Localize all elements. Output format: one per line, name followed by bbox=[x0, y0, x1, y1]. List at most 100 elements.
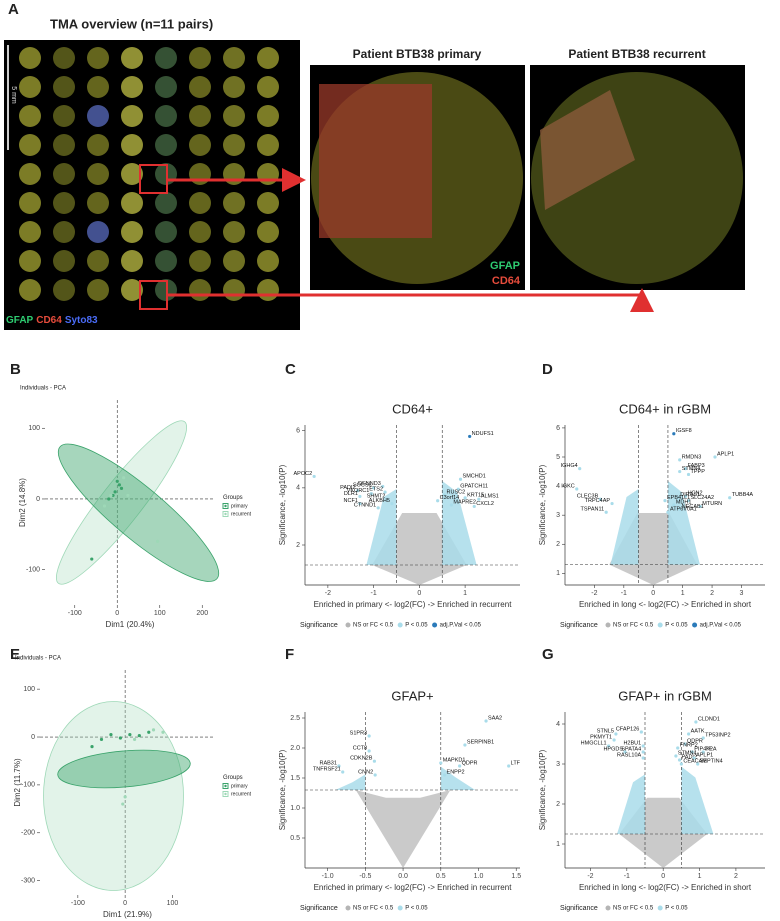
legend-label: primary bbox=[231, 783, 248, 789]
tma-core bbox=[155, 76, 177, 98]
tma-core bbox=[121, 105, 143, 127]
gene-point bbox=[672, 503, 676, 507]
tma-core bbox=[257, 250, 279, 272]
gene-point bbox=[369, 491, 373, 496]
x-tick-label: 1.5 bbox=[511, 873, 521, 880]
legend-label: recurrent bbox=[231, 791, 252, 797]
legend-label: adj.P.Val < 0.05 bbox=[440, 623, 482, 629]
legend-swatch bbox=[345, 622, 351, 628]
pca-point bbox=[99, 737, 104, 742]
tma-core bbox=[121, 279, 143, 301]
x-tick-label: 1 bbox=[681, 590, 685, 597]
gene-point bbox=[442, 493, 447, 497]
gene-point bbox=[686, 499, 691, 503]
x-tick-label: 100 bbox=[154, 610, 166, 617]
gene-point bbox=[385, 497, 389, 501]
legend-title: Significance bbox=[560, 905, 598, 912]
gene-point bbox=[578, 467, 582, 471]
x-tick-label: 2 bbox=[734, 873, 738, 880]
tma-core bbox=[53, 47, 75, 69]
pca-point bbox=[128, 733, 132, 737]
gene-point bbox=[341, 770, 345, 774]
gene-point bbox=[367, 749, 371, 753]
panel-label: F bbox=[285, 646, 294, 663]
legend-label: NS or FC < 0.5 bbox=[613, 906, 654, 912]
tma-core bbox=[19, 76, 41, 98]
tma-core bbox=[87, 192, 109, 214]
gene-label: ETS2 bbox=[369, 487, 383, 493]
tma-core bbox=[121, 76, 143, 98]
gene-label: TNFRSF21 bbox=[313, 766, 341, 772]
x-tick-label: 1 bbox=[463, 590, 467, 597]
stain-label: CD64 bbox=[492, 275, 521, 287]
tma-core bbox=[189, 221, 211, 243]
tma-core bbox=[19, 250, 41, 272]
legend-label: NS or FC < 0.5 bbox=[353, 906, 394, 912]
chart-title: Individuals - PCA bbox=[15, 656, 61, 662]
x-tick-label: 1.0 bbox=[474, 873, 484, 880]
tma-core bbox=[189, 192, 211, 214]
gene-point bbox=[674, 754, 678, 758]
y-tick-label: 1 bbox=[556, 570, 560, 577]
x-tick-label: 0 bbox=[115, 610, 119, 617]
y-tick-label: 6 bbox=[296, 428, 300, 435]
x-tick-label: -2 bbox=[591, 590, 597, 597]
chart-title: GFAP+ bbox=[391, 688, 433, 703]
y-axis-label: Significance, -log10(P) bbox=[278, 464, 287, 545]
gene-point bbox=[639, 730, 643, 734]
pca-point bbox=[90, 557, 94, 561]
gene-label: SPATA4 bbox=[621, 746, 641, 752]
sig-cloud bbox=[440, 766, 476, 790]
x-tick-label: 100 bbox=[167, 900, 179, 907]
tma-core bbox=[189, 105, 211, 127]
x-tick-label: 0.5 bbox=[436, 873, 446, 880]
tma-core bbox=[53, 105, 75, 127]
gene-point bbox=[356, 489, 360, 493]
legend-title: Groups bbox=[223, 775, 243, 781]
tma-core bbox=[19, 163, 41, 185]
x-tick-label: -1.0 bbox=[322, 873, 334, 880]
gene-point bbox=[663, 499, 667, 503]
tma-core bbox=[19, 105, 41, 127]
gene-point bbox=[687, 732, 691, 736]
gene-label: MAPKD1 bbox=[443, 757, 466, 763]
legend-swatch bbox=[692, 622, 698, 628]
gene-point bbox=[337, 764, 341, 768]
tma-core bbox=[223, 47, 245, 69]
gene-point bbox=[701, 736, 705, 740]
pca-point bbox=[156, 539, 160, 543]
gene-label: TUBB4A bbox=[732, 492, 754, 498]
gene-point bbox=[442, 773, 447, 777]
group-ellipse bbox=[57, 749, 191, 789]
gene-label: SHMT2 bbox=[367, 494, 386, 500]
tma-core bbox=[189, 250, 211, 272]
chart-title: GFAP+ in rGBM bbox=[618, 688, 712, 703]
gene-label: SEPTIN4 bbox=[700, 758, 723, 764]
tma-core bbox=[155, 250, 177, 272]
tma-core bbox=[53, 279, 75, 301]
y-tick-label: 1.5 bbox=[290, 775, 300, 782]
gene-point bbox=[690, 750, 694, 754]
legend-swatch bbox=[657, 622, 663, 628]
gene-label: MTURN bbox=[702, 501, 722, 507]
gene-label: TP53INP2 bbox=[705, 732, 730, 738]
y-tick-label: 2 bbox=[296, 542, 300, 549]
gene-label: RASL10A bbox=[617, 752, 641, 758]
gene-point bbox=[694, 720, 698, 724]
tma-core bbox=[189, 279, 211, 301]
gene-label: TSPAN11 bbox=[581, 507, 605, 513]
tma-core bbox=[121, 250, 143, 272]
legend-swatch bbox=[224, 504, 227, 508]
gene-label: DIRAS1 bbox=[680, 492, 700, 498]
y-tick-label: 0 bbox=[36, 496, 40, 503]
gene-label: TRPC4AP bbox=[585, 498, 611, 504]
gene-point bbox=[367, 734, 371, 738]
gene-point bbox=[612, 738, 616, 742]
tma-core bbox=[19, 192, 41, 214]
y-tick-label: 6 bbox=[556, 425, 560, 432]
y-axis-label: Significance, -log10(P) bbox=[538, 749, 547, 830]
gene-label: GPATCH11 bbox=[460, 484, 488, 490]
tma-core bbox=[87, 76, 109, 98]
tma-core bbox=[53, 76, 75, 98]
gene-label: CLEC3B bbox=[577, 494, 599, 500]
